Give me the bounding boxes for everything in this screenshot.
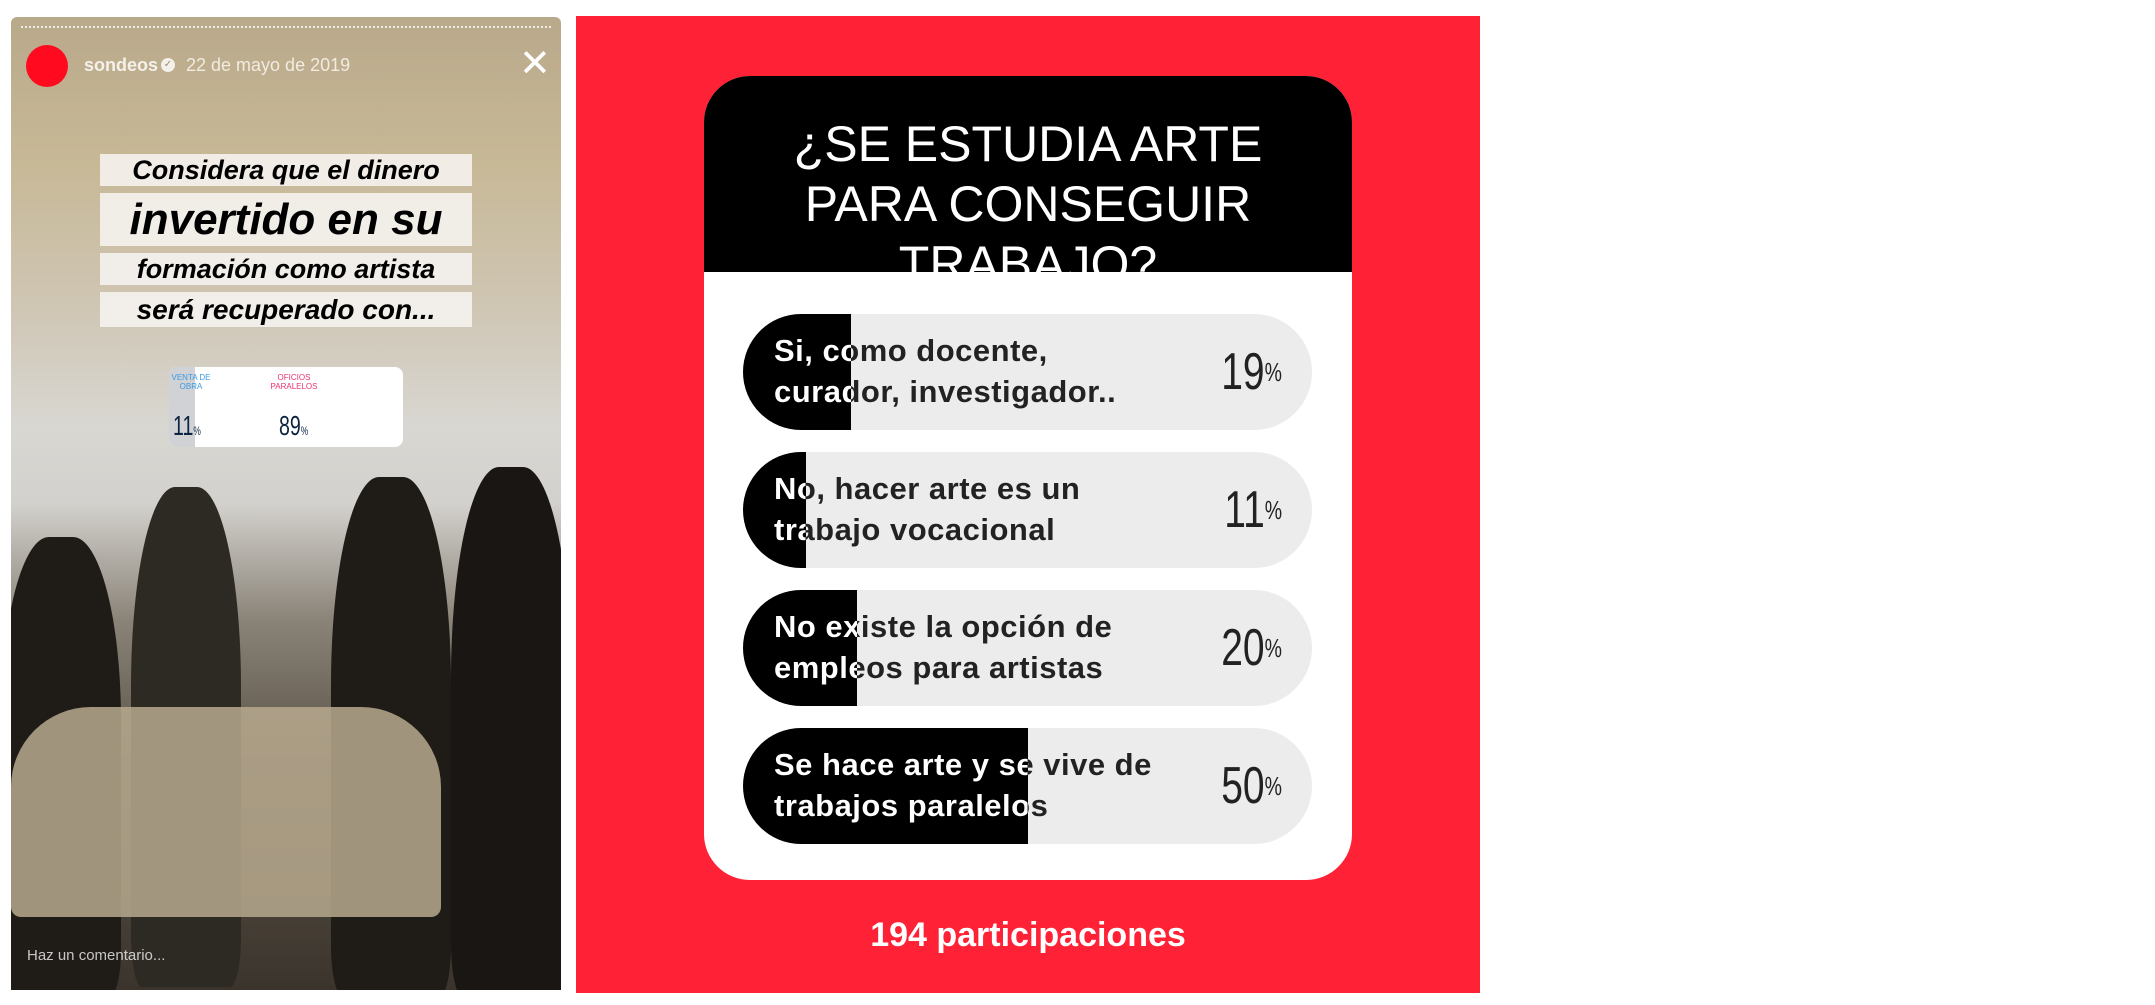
poll-option[interactable]: No, hacer arte es un trabajo vocacional …: [743, 452, 1312, 568]
poll-option[interactable]: Se hace arte y se vive de trabajos paral…: [743, 728, 1312, 844]
question-line: invertido en su: [100, 193, 472, 246]
poll-option-label: Si, como docente, curador, investigador.…: [774, 330, 1174, 412]
avatar[interactable]: [26, 45, 68, 87]
participants-count: 194 participaciones: [870, 916, 1186, 954]
story-progress-bar: [21, 26, 551, 28]
poll-title: ¿SE ESTUDIA ARTE PARA CONSEGUIR TRABAJO?: [704, 76, 1352, 292]
photo-sofa: [11, 707, 441, 917]
sticker-option-percent: 89%: [279, 410, 309, 441]
sticker-option-percent: 11%: [173, 410, 201, 441]
poll-option-percent: 11%: [1224, 481, 1282, 539]
poll-option-bar: [743, 314, 852, 430]
verified-icon: ✓: [161, 58, 175, 72]
poll-option-bar: [743, 452, 806, 568]
poll-option-label: Se hace arte y se vive de trabajos paral…: [774, 744, 1174, 826]
poll-option-percent: 20%: [1221, 619, 1282, 677]
sticker-option-label: OFICIOS PARALELOS: [270, 373, 318, 391]
story-viewer: sondeos ✓ 22 de mayo de 2019 ✕ Considera…: [11, 17, 561, 990]
poll-option-bar: [743, 590, 857, 706]
sticker-option-label: VENTA DE OBRA: [171, 373, 211, 391]
comment-input[interactable]: Haz un comentario...: [27, 947, 166, 964]
poll-option-bar: [743, 728, 1028, 844]
poll-option[interactable]: Si, como docente, curador, investigador.…: [743, 314, 1312, 430]
question-line: Considera que el dinero: [100, 154, 472, 186]
photo-silhouette: [451, 467, 561, 990]
question-line: formación como artista: [100, 253, 472, 285]
poll-sticker-fill: [169, 367, 195, 447]
poll-option-percent: 50%: [1221, 757, 1282, 815]
poll-option[interactable]: No existe la opción de empleos para arti…: [743, 590, 1312, 706]
poll-option-percent: 19%: [1221, 343, 1282, 401]
close-icon[interactable]: ✕: [519, 43, 551, 85]
poll-results-panel: ¿SE ESTUDIA ARTE PARA CONSEGUIR TRABAJO?…: [576, 16, 1480, 993]
poll-option-label: No, hacer arte es un trabajo vocacional: [774, 468, 1174, 550]
username[interactable]: sondeos: [84, 55, 159, 75]
poll-option-label: No existe la opción de empleos para arti…: [774, 606, 1174, 688]
post-date: 22 de mayo de 2019: [186, 55, 351, 75]
question-line: será recuperado con...: [100, 292, 472, 327]
poll-card: ¿SE ESTUDIA ARTE PARA CONSEGUIR TRABAJO?…: [704, 76, 1352, 880]
poll-sticker: VENTA DE OBRA OFICIOS PARALELOS 11% 89%: [169, 367, 403, 447]
